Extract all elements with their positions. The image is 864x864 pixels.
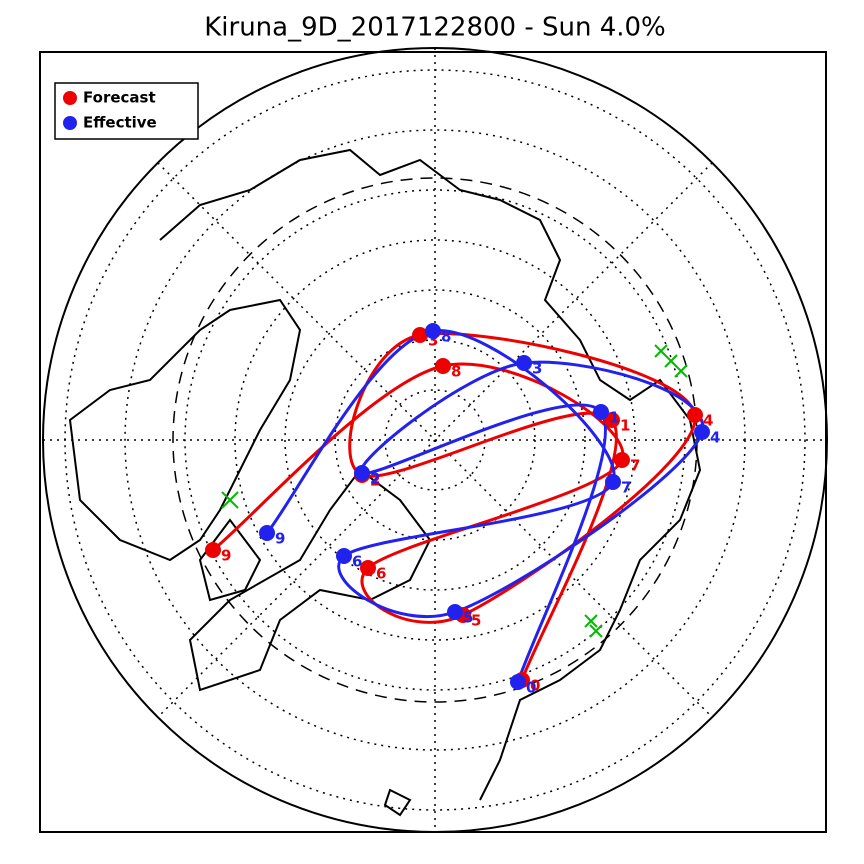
point-label: 4	[710, 429, 720, 447]
point-label: 0	[530, 677, 540, 695]
point-label: 2	[370, 470, 380, 488]
parallel	[64, 69, 806, 811]
track-point	[614, 452, 630, 468]
point-label: 0	[526, 679, 536, 697]
track-point	[360, 560, 376, 576]
point-label: 1	[620, 417, 630, 435]
parallel	[234, 239, 636, 641]
point-label: 8	[451, 363, 461, 381]
track-point	[516, 355, 532, 371]
track-point	[687, 407, 703, 423]
track-point	[412, 327, 428, 343]
track-point	[694, 424, 710, 440]
point-label: 3	[532, 360, 542, 378]
track-point	[205, 542, 221, 558]
point-label: 4	[703, 412, 713, 430]
trajectory	[212, 332, 697, 681]
legend-box	[54, 82, 199, 140]
point-label: 6	[352, 553, 362, 571]
track-point	[336, 548, 352, 564]
trajectory	[265, 329, 705, 683]
track-point	[605, 474, 621, 490]
point-label: 6	[376, 565, 386, 583]
point-label: 2	[370, 472, 380, 490]
track-point	[435, 358, 451, 374]
point-label: 1	[609, 409, 619, 427]
track-point	[510, 674, 526, 690]
legend-swatch	[63, 91, 77, 105]
legend-label: Forecast	[83, 89, 156, 107]
legend: Forecast Effective	[54, 82, 199, 140]
legend-label: Effective	[83, 114, 157, 132]
markers	[221, 344, 688, 638]
parallel	[284, 289, 586, 591]
track-point	[425, 323, 441, 339]
legend-swatch	[63, 116, 77, 130]
track-point	[354, 465, 370, 481]
point-label: 9	[275, 530, 285, 548]
coastline	[68, 148, 702, 817]
point-label: 7	[621, 479, 631, 497]
point-label: 8	[441, 328, 451, 346]
point-label: 7	[630, 457, 640, 475]
track-point	[259, 525, 275, 541]
point-label: 3	[428, 332, 438, 350]
track-point	[447, 604, 463, 620]
point-label: 5	[463, 609, 473, 627]
track-point	[593, 404, 609, 420]
title: Kiruna_9D_2017122800 - Sun 4.0%	[204, 13, 666, 43]
meridian	[157, 162, 713, 718]
track-point	[604, 412, 620, 428]
point-label: 5	[471, 612, 481, 630]
graticule	[42, 47, 828, 833]
point-label: 9	[221, 547, 231, 565]
